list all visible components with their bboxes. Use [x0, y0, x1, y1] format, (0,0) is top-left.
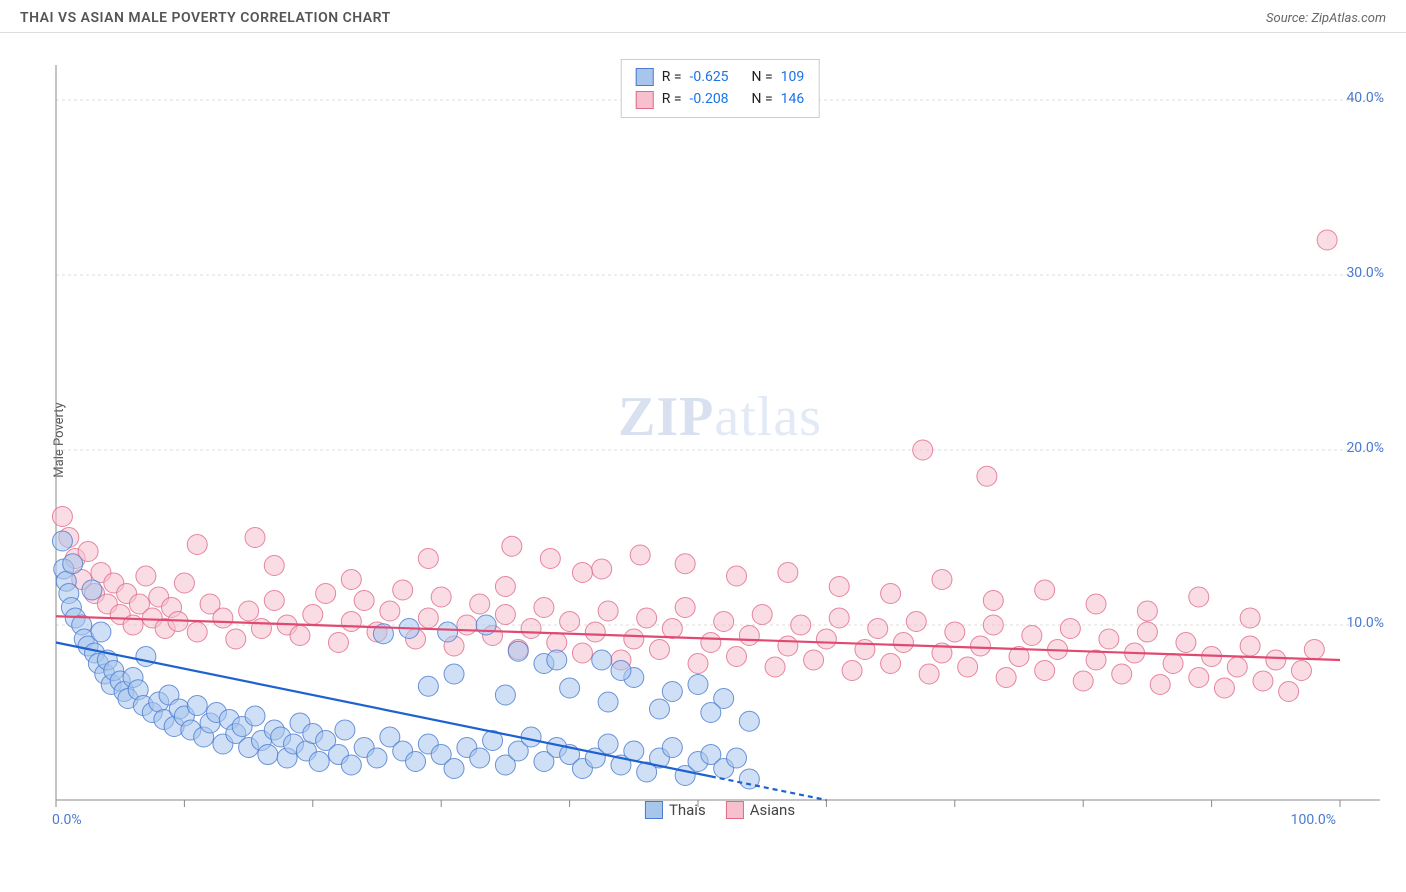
legend-label: Asians	[750, 801, 795, 819]
legend-stats: R = -0.625 N = 109 R = -0.208 N = 146	[621, 59, 820, 118]
legend-label: Thais	[669, 801, 706, 819]
tick-label: 0.0%	[52, 812, 82, 828]
swatch-thais	[645, 801, 663, 819]
legend-item-thais: Thais	[645, 801, 706, 819]
swatch-asians	[636, 91, 654, 109]
legend-series: Thais Asians	[645, 801, 795, 819]
scatter-plot	[50, 55, 1390, 825]
legend-row-thais: R = -0.625 N = 109	[636, 66, 805, 88]
chart-source: Source: ZipAtlas.com	[1266, 11, 1386, 26]
tick-label: 30.0%	[1346, 265, 1384, 281]
chart-header: THAI VS ASIAN MALE POVERTY CORRELATION C…	[0, 0, 1406, 33]
swatch-asians	[726, 801, 744, 819]
tick-label: 100.0%	[1291, 812, 1336, 828]
chart-area: Male Poverty ZIPatlas R = -0.625 N = 109…	[50, 55, 1390, 825]
tick-label: 40.0%	[1346, 90, 1384, 106]
tick-label: 20.0%	[1346, 440, 1384, 456]
legend-item-asians: Asians	[726, 801, 795, 819]
tick-label: 10.0%	[1346, 615, 1384, 631]
swatch-thais	[636, 68, 654, 86]
legend-row-asians: R = -0.208 N = 146	[636, 88, 805, 110]
chart-title: THAI VS ASIAN MALE POVERTY CORRELATION C…	[20, 10, 391, 26]
